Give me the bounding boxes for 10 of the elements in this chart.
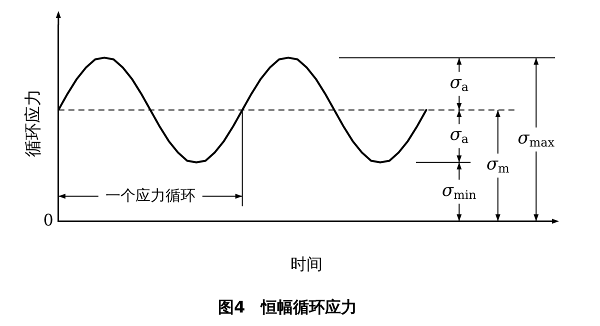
annotation: 一个应力循环 <box>105 186 196 204</box>
text: 图4 恒幅循环应力 <box>218 298 358 317</box>
x-axis-title: 时间 <box>290 254 323 274</box>
annotation: σ$_{a}$ <box>450 126 469 146</box>
annotation: σ$_{a}$ <box>450 73 469 94</box>
text: 0 <box>43 210 54 230</box>
annotation: σ$_{max}$ <box>518 128 555 150</box>
y-axis-title: 循环应力 <box>24 89 44 158</box>
annotation: σ$_{min}$ <box>442 181 477 202</box>
annotation: σ$_{m}$ <box>486 155 510 176</box>
